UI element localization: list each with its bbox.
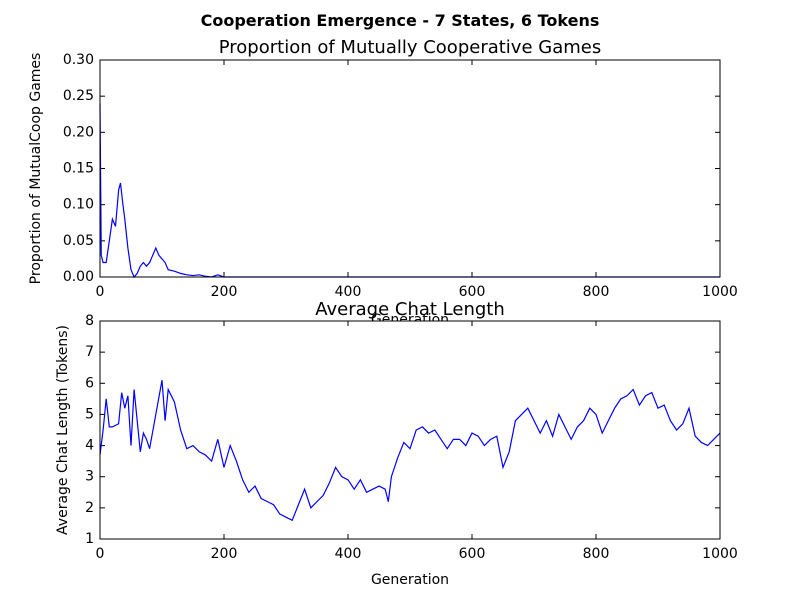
x-tick-label: 0 [96, 546, 105, 562]
y-tick-label: 4 [85, 438, 94, 454]
y-tick-label: 3 [85, 469, 94, 485]
x-tick-label: 0 [96, 284, 105, 300]
axes-title: Proportion of Mutually Cooperative Games [219, 37, 601, 58]
y-tick-label: 5 [85, 406, 94, 422]
x-tick-label: 800 [583, 284, 610, 300]
x-tick-label: 600 [459, 284, 486, 300]
x-axis-label: Generation [371, 572, 449, 588]
x-tick-label: 800 [583, 546, 610, 562]
plot-area [100, 60, 720, 277]
y-axis-label: Proportion of MutualCoop Games [28, 53, 44, 285]
y-tick-label: 0.20 [63, 124, 94, 140]
x-tick-label: 400 [335, 546, 362, 562]
axes-frame [99, 320, 721, 540]
x-tick-label: 1000 [702, 284, 738, 300]
x-tick-label: 200 [211, 546, 238, 562]
y-axis-label: Average Chat Length (Tokens) [55, 325, 71, 535]
y-tick-label: 0.30 [63, 52, 94, 68]
x-tick-label: 400 [335, 284, 362, 300]
y-tick-label: 7 [85, 344, 94, 360]
y-tick-label: 0.15 [63, 161, 94, 177]
axes-frame [99, 59, 721, 278]
y-tick-label: 0.05 [63, 233, 94, 249]
y-tick-label: 2 [85, 500, 94, 516]
figure-title: Cooperation Emergence - 7 States, 6 Toke… [201, 11, 600, 30]
data-line [99, 380, 721, 522]
x-tick-label: 1000 [702, 546, 738, 562]
y-tick-label: 6 [85, 375, 94, 391]
axes-title: Average Chat Length [315, 299, 505, 320]
y-tick-label: 0.00 [63, 269, 94, 285]
x-tick-label: 600 [459, 546, 486, 562]
y-tick-label: 1 [85, 531, 94, 547]
y-tick-label: 0.10 [63, 197, 94, 213]
y-tick-label: 0.25 [63, 88, 94, 104]
x-tick-label: 200 [211, 284, 238, 300]
plot-area [100, 321, 720, 539]
y-tick-label: 8 [85, 313, 94, 329]
